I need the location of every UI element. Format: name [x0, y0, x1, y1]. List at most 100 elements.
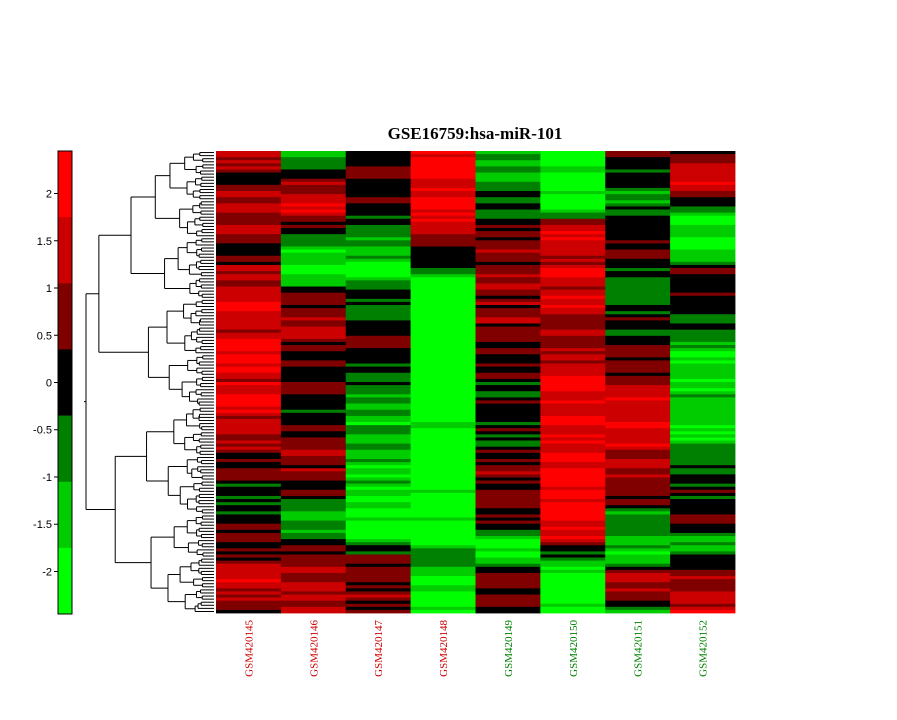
- heatmap-cell: [670, 422, 736, 426]
- heatmap-cell: [670, 372, 736, 377]
- heatmap-cell: [540, 591, 606, 595]
- heatmap-cell: [280, 588, 347, 592]
- heatmap-cell: [540, 345, 606, 349]
- heatmap-cell: [670, 332, 736, 337]
- heatmap-cell: [475, 255, 541, 260]
- heatmap-cell: [540, 295, 606, 300]
- heatmap-cell: [670, 157, 736, 161]
- heatmap-cell: [605, 412, 671, 417]
- heatmap-cell: [670, 394, 736, 398]
- heatmap-cell: [475, 536, 541, 540]
- heatmap-cell: [540, 425, 606, 429]
- heatmap-cell: [475, 418, 541, 423]
- heatmap-cell: [540, 360, 606, 364]
- heatmap-cell: [605, 366, 671, 371]
- heatmap-cell: [540, 326, 606, 331]
- heatmap-cell: [605, 264, 671, 269]
- heatmap-cell: [216, 591, 282, 595]
- heatmap-cell: [605, 258, 671, 263]
- heatmap-cell: [410, 264, 476, 269]
- heatmap-cell: [280, 329, 347, 334]
- heatmap-cell: [475, 474, 541, 478]
- heatmap-cell: [670, 181, 736, 186]
- heatmap-cell: [216, 178, 282, 183]
- heatmap-cell: [670, 261, 736, 266]
- heatmap-cell: [345, 163, 412, 167]
- heatmap-cell: [410, 357, 476, 361]
- heatmap-cell: [280, 206, 347, 210]
- heatmap-cell: [216, 499, 282, 503]
- heatmap-cell: [216, 572, 282, 577]
- heatmap-cell: [410, 295, 476, 300]
- heatmap-cell: [345, 520, 412, 525]
- heatmap-cell: [670, 385, 736, 389]
- heatmap-cell: [216, 268, 282, 272]
- heatmap-cell: [345, 255, 412, 260]
- heatmap-cell: [670, 579, 736, 583]
- heatmap-cell: [475, 345, 541, 349]
- heatmap-cell: [216, 418, 282, 423]
- heatmap-cell: [475, 452, 541, 457]
- heatmap-cell: [670, 400, 736, 404]
- heatmap-cell: [410, 360, 476, 364]
- heatmap-cell: [670, 468, 736, 472]
- heatmap-cell: [540, 576, 606, 580]
- heatmap-cell: [605, 539, 671, 543]
- heatmap-cell: [475, 335, 541, 340]
- heatmap-cell: [280, 154, 347, 158]
- heatmap-cell: [605, 292, 671, 297]
- heatmap-cell: [345, 606, 412, 611]
- heatmap-cell: [345, 221, 412, 226]
- heatmap-cell: [345, 151, 412, 155]
- heatmap-cell: [605, 403, 671, 408]
- heatmap-cell: [475, 209, 541, 213]
- heatmap-cell: [475, 548, 541, 552]
- heatmap-cell: [670, 369, 736, 374]
- heatmap-cell: [216, 406, 282, 411]
- heatmap-cell: [540, 178, 606, 183]
- column-label: GSM420146: [308, 620, 320, 677]
- heatmap-cell: [410, 184, 476, 189]
- heatmap-cell: [540, 221, 606, 226]
- heatmap-cell: [216, 551, 282, 555]
- colorbar-segment: [58, 349, 72, 417]
- heatmap-cell: [540, 508, 606, 512]
- heatmap-cell: [670, 603, 736, 608]
- heatmap-cell: [475, 554, 541, 558]
- heatmap-cell: [475, 443, 541, 448]
- heatmap-cell: [410, 397, 476, 401]
- heatmap-cell: [280, 594, 347, 598]
- heatmap-cell: [475, 400, 541, 404]
- heatmap-cell: [216, 332, 282, 337]
- heatmap-cell: [540, 517, 606, 521]
- heatmap-cell: [280, 526, 347, 531]
- heatmap-cell: [280, 505, 347, 509]
- heatmap-cell: [280, 338, 347, 343]
- heatmap-cell: [540, 388, 606, 392]
- heatmap-cell: [216, 191, 282, 195]
- heatmap-cell: [280, 289, 347, 294]
- heatmap-cell: [605, 348, 671, 352]
- heatmap-cell: [475, 542, 541, 546]
- heatmap-cell: [475, 597, 541, 602]
- heatmap-cell: [216, 560, 282, 565]
- heatmap-cell: [475, 415, 541, 420]
- colorbar-segment: [58, 283, 72, 350]
- heatmap-cell: [475, 397, 541, 401]
- heatmap-cell: [475, 332, 541, 337]
- heatmap-cell: [540, 566, 606, 571]
- heatmap-cell: [540, 455, 606, 460]
- heatmap-cell: [540, 203, 606, 207]
- heatmap-cell: [540, 579, 606, 583]
- heatmap-cell: [475, 403, 541, 408]
- heatmap-cell: [280, 511, 347, 515]
- heatmap-cell: [280, 323, 347, 327]
- heatmap-cell: [345, 274, 412, 278]
- heatmap-cell: [345, 403, 412, 408]
- heatmap-cell: [280, 499, 347, 503]
- heatmap-cell: [280, 579, 347, 583]
- heatmap-cell: [670, 594, 736, 598]
- heatmap-cell: [345, 471, 412, 475]
- heatmap-cell: [670, 474, 736, 478]
- heatmap-cell: [410, 483, 476, 488]
